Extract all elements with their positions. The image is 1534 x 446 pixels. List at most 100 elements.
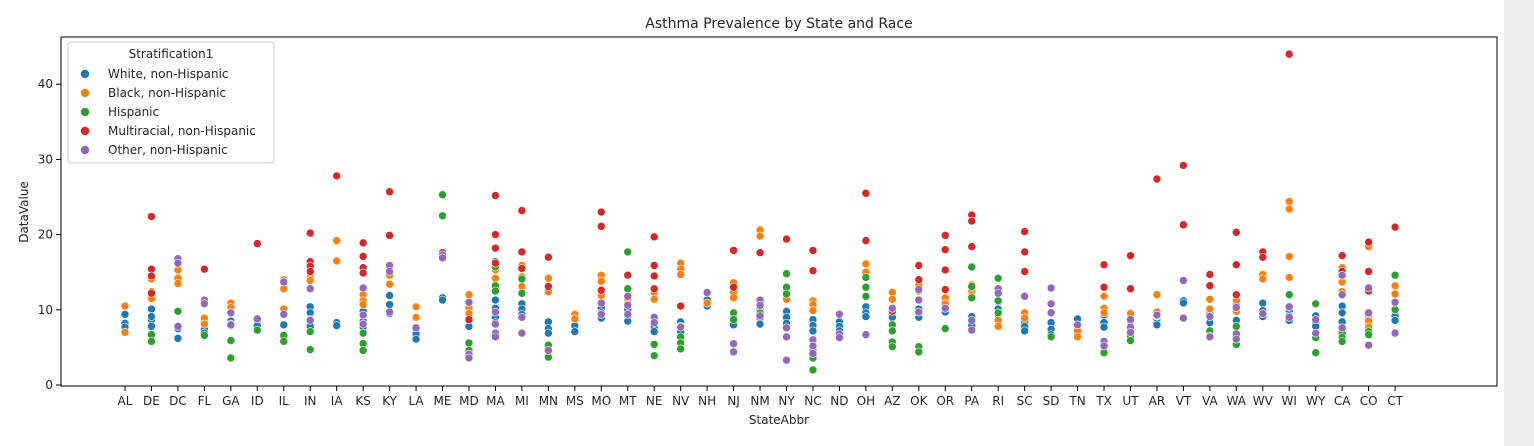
x-tick-label: LA <box>408 394 424 408</box>
point-other-non-hispanic <box>1126 315 1135 324</box>
legend-marker <box>80 107 90 117</box>
plot-frame <box>60 36 1498 387</box>
point-hispanic <box>914 347 924 357</box>
point-other-non-hispanic <box>1232 303 1241 312</box>
point-white-non-hispanic <box>808 326 818 336</box>
point-other-non-hispanic <box>1390 297 1400 307</box>
legend-box <box>67 41 275 164</box>
point-hispanic <box>1311 348 1320 357</box>
x-tick-label: AL <box>118 394 133 408</box>
point-hispanic <box>782 269 791 279</box>
x-tick-label: MO <box>591 394 611 408</box>
x-tick-label: NY <box>778 394 795 408</box>
point-white-non-hispanic <box>411 334 421 344</box>
point-other-non-hispanic <box>967 316 977 325</box>
x-tick-label: IL <box>279 394 290 408</box>
point-other-non-hispanic <box>1364 283 1373 293</box>
point-other-non-hispanic <box>702 288 712 297</box>
point-other-non-hispanic <box>1179 313 1188 323</box>
point-multiracial-non-hispanic <box>1205 281 1215 291</box>
point-black-non-hispanic <box>888 294 897 304</box>
point-other-non-hispanic <box>729 347 738 357</box>
point-multiracial-non-hispanic <box>596 285 606 295</box>
point-white-non-hispanic <box>1099 322 1109 332</box>
point-other-non-hispanic <box>835 310 844 319</box>
point-multiracial-non-hispanic <box>1126 251 1135 260</box>
point-other-non-hispanic <box>729 339 738 348</box>
point-multiracial-non-hispanic <box>517 206 527 215</box>
point-other-non-hispanic <box>173 322 183 331</box>
x-tick-label: SC <box>1017 394 1033 408</box>
y-axis: 0 10 20 30 40 <box>38 77 61 392</box>
point-multiracial-non-hispanic <box>358 252 368 261</box>
point-other-non-hispanic <box>676 322 685 332</box>
point-other-non-hispanic <box>1020 291 1029 301</box>
x-tick-label: NV <box>672 394 690 408</box>
point-other-non-hispanic <box>1099 341 1109 351</box>
point-other-non-hispanic <box>967 325 977 335</box>
point-white-non-hispanic <box>120 310 130 319</box>
point-other-non-hispanic <box>438 253 447 263</box>
point-black-non-hispanic <box>120 301 130 311</box>
point-multiracial-non-hispanic <box>332 171 341 181</box>
page-scrollbar[interactable] <box>1504 0 1534 446</box>
legend-label: Other, non-Hispanic <box>108 143 228 157</box>
x-tick-label: VA <box>1202 394 1218 408</box>
point-other-non-hispanic <box>993 288 1003 298</box>
point-hispanic <box>649 351 659 360</box>
point-black-non-hispanic <box>491 273 500 283</box>
point-other-non-hispanic <box>940 303 950 313</box>
point-multiracial-non-hispanic <box>1152 174 1162 184</box>
point-hispanic <box>967 262 977 272</box>
point-other-non-hispanic <box>1311 328 1320 338</box>
point-other-non-hispanic <box>835 333 844 342</box>
point-other-non-hispanic <box>914 285 924 294</box>
point-multiracial-non-hispanic <box>940 285 950 294</box>
point-other-non-hispanic <box>1337 290 1347 300</box>
point-multiracial-non-hispanic <box>596 222 606 231</box>
point-other-non-hispanic <box>491 307 500 317</box>
point-multiracial-non-hispanic <box>808 246 818 255</box>
point-other-non-hispanic <box>808 349 818 358</box>
legend-label: Black, non-Hispanic <box>108 86 226 100</box>
x-tick-label: IN <box>304 394 317 408</box>
legend-label: White, non-Hispanic <box>108 67 229 81</box>
x-tick-label: AZ <box>884 394 900 408</box>
point-other-non-hispanic <box>173 258 183 268</box>
point-multiracial-non-hispanic <box>517 264 527 273</box>
point-hispanic <box>491 286 500 296</box>
point-multiracial-non-hispanic <box>649 232 659 242</box>
point-black-non-hispanic <box>1284 197 1294 206</box>
point-black-non-hispanic <box>596 276 606 286</box>
point-other-non-hispanic <box>623 310 633 319</box>
point-other-non-hispanic <box>252 314 262 324</box>
x-tick-label: MS <box>566 394 584 408</box>
point-multiracial-non-hispanic <box>305 228 315 238</box>
point-other-non-hispanic <box>914 307 924 317</box>
point-hispanic <box>1126 336 1135 345</box>
point-other-non-hispanic <box>385 267 394 276</box>
point-black-non-hispanic <box>1152 290 1162 300</box>
point-multiracial-non-hispanic <box>914 261 924 270</box>
point-multiracial-non-hispanic <box>385 231 394 240</box>
x-tick-label: ID <box>251 394 264 408</box>
point-hispanic <box>173 307 183 316</box>
point-black-non-hispanic <box>1284 204 1294 214</box>
point-other-non-hispanic <box>1205 332 1215 342</box>
point-other-non-hispanic <box>464 297 474 307</box>
x-tick-label: NH <box>698 394 716 408</box>
point-hispanic <box>623 247 633 257</box>
point-other-non-hispanic <box>782 323 791 333</box>
point-hispanic <box>993 308 1003 318</box>
point-white-non-hispanic <box>1258 298 1268 308</box>
x-tick-label: WY <box>1306 394 1326 408</box>
point-multiracial-non-hispanic <box>358 268 368 278</box>
y-axis-label: DataValue <box>17 181 31 243</box>
point-hispanic <box>358 346 368 355</box>
point-black-non-hispanic <box>1099 291 1109 301</box>
point-hispanic <box>1284 290 1294 300</box>
point-other-non-hispanic <box>305 316 315 325</box>
point-other-non-hispanic <box>279 310 289 319</box>
point-other-non-hispanic <box>623 300 633 310</box>
x-tick-label: SD <box>1043 394 1060 408</box>
